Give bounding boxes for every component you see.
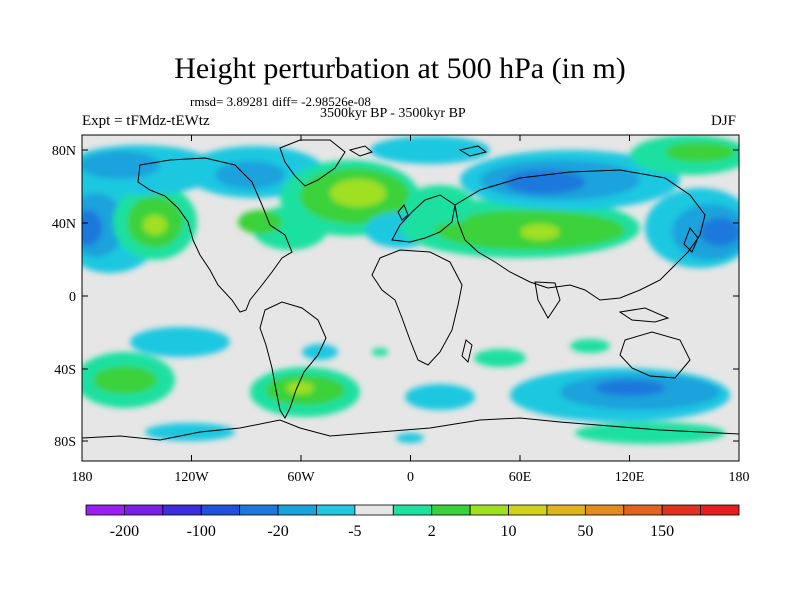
lon-label: 120W xyxy=(174,470,209,485)
colorbar-label: -100 xyxy=(187,523,216,540)
colorbar-swatch xyxy=(700,504,740,516)
lon-label: 120E xyxy=(615,470,645,485)
map-title: Height perturbation at 500 hPa (in m) xyxy=(174,52,626,85)
colorbar-swatch xyxy=(392,504,433,516)
colorbar-swatch xyxy=(316,504,356,516)
lon-label: 60W xyxy=(287,470,315,485)
colorbar-label: 150 xyxy=(650,523,674,540)
colorbar-swatch xyxy=(469,504,509,516)
lat-label: 40S xyxy=(54,363,76,378)
lat-label: 40N xyxy=(52,217,76,232)
colorbar-label: -5 xyxy=(348,523,361,540)
lat-label: 80S xyxy=(54,435,76,450)
lon-label: 0 xyxy=(407,470,414,485)
colorbar-swatch xyxy=(546,504,586,516)
colorbar-swatch xyxy=(584,504,625,516)
colorbar-swatch xyxy=(85,504,125,516)
contour-field xyxy=(82,135,739,444)
lon-label: 60E xyxy=(509,470,532,485)
stats-text: rmsd= 3.89281 diff= -2.98526e-08 xyxy=(190,94,371,109)
experiment-label: Expt = tFMdz-tEWtz xyxy=(82,113,210,129)
lon-label: 180 xyxy=(72,470,93,485)
colorbar-label: -20 xyxy=(267,523,288,540)
colorbar: -200 -100 -20 -5 2 10 50 150 xyxy=(85,504,740,540)
colorbar-swatch xyxy=(661,504,701,516)
coastlines xyxy=(82,139,739,441)
colorbar-swatch xyxy=(623,504,663,516)
colorbar-swatch xyxy=(277,504,317,516)
colorbar-swatch xyxy=(162,504,202,516)
colorbar-swatch xyxy=(200,504,241,516)
colorbar-swatch xyxy=(431,504,471,516)
colorbar-label: -200 xyxy=(110,523,139,540)
colorbar-swatch xyxy=(354,504,394,516)
period-text: 3500kyr BP - 3500kyr BP xyxy=(320,106,466,121)
season-label: DJF xyxy=(711,113,737,129)
lat-label: 80N xyxy=(52,144,76,159)
colorbar-swatch xyxy=(508,504,548,516)
colorbar-label: 50 xyxy=(577,523,593,540)
colorbar-label: 2 xyxy=(428,523,436,540)
colorbar-swatch xyxy=(239,504,279,516)
lat-label: 0 xyxy=(69,290,76,305)
lon-label: 180 xyxy=(729,470,750,485)
colorbar-label: 10 xyxy=(501,523,517,540)
latitude-axis: 80N 40N 0 40S 80S xyxy=(52,144,739,450)
colorbar-swatch xyxy=(124,504,164,516)
longitude-axis: 180 120W 60W 0 60E 120E 180 xyxy=(72,135,750,485)
